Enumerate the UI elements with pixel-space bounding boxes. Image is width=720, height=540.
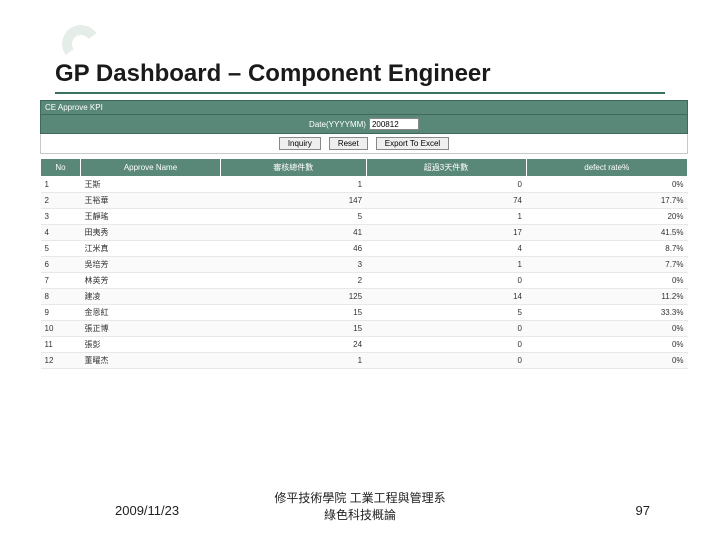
cell-total: 15: [221, 321, 367, 337]
table-row: 2王裕華1477417.7%: [41, 193, 688, 209]
table-row: 5江米真4648.7%: [41, 241, 688, 257]
cell-total: 24: [221, 337, 367, 353]
cell-name: 金恩紅: [81, 305, 221, 321]
table-row: 1王斯100%: [41, 177, 688, 193]
cell-total: 147: [221, 193, 367, 209]
cell-rate: 8.7%: [526, 241, 688, 257]
cell-over: 1: [366, 209, 526, 225]
cell-name: 田夷秀: [81, 225, 221, 241]
cell-no: 4: [41, 225, 81, 241]
date-label: Date(YYYYMM): [309, 120, 366, 129]
cell-over: 74: [366, 193, 526, 209]
cell-over: 0: [366, 273, 526, 289]
cell-no: 5: [41, 241, 81, 257]
footer-page: 97: [636, 503, 650, 518]
cell-no: 9: [41, 305, 81, 321]
cell-name: 張彭: [81, 337, 221, 353]
cell-over: 0: [366, 177, 526, 193]
panel-header: CE Approve KPI: [40, 100, 688, 115]
cell-rate: 33.3%: [526, 305, 688, 321]
inquiry-button[interactable]: Inquiry: [279, 137, 321, 150]
col-over: 超過3天件數: [366, 159, 526, 177]
cell-no: 8: [41, 289, 81, 305]
cell-no: 2: [41, 193, 81, 209]
cell-over: 14: [366, 289, 526, 305]
cell-rate: 17.7%: [526, 193, 688, 209]
cell-rate: 20%: [526, 209, 688, 225]
cell-no: 1: [41, 177, 81, 193]
cell-no: 3: [41, 209, 81, 225]
table-row: 12董曜杰100%: [41, 353, 688, 369]
cell-rate: 7.7%: [526, 257, 688, 273]
cell-no: 11: [41, 337, 81, 353]
footer-center: 修平技術學院 工業工程與管理系 綠色科技概論: [274, 489, 445, 523]
cell-rate: 0%: [526, 273, 688, 289]
table-row: 6吳培芳317.7%: [41, 257, 688, 273]
table-row: 9金恩紅15533.3%: [41, 305, 688, 321]
cell-total: 2: [221, 273, 367, 289]
cell-total: 46: [221, 241, 367, 257]
col-no: No: [41, 159, 81, 177]
cell-no: 7: [41, 273, 81, 289]
table-row: 10張正博1500%: [41, 321, 688, 337]
cell-rate: 0%: [526, 337, 688, 353]
cell-rate: 0%: [526, 353, 688, 369]
col-rate: defect rate%: [526, 159, 688, 177]
cell-total: 1: [221, 353, 367, 369]
footer-line2: 綠色科技概論: [324, 508, 396, 522]
col-total: 審核總件數: [221, 159, 367, 177]
date-input[interactable]: [369, 118, 419, 130]
table-row: 11張彭2400%: [41, 337, 688, 353]
cell-name: 林英芳: [81, 273, 221, 289]
table-row: 4田夷秀411741.5%: [41, 225, 688, 241]
table-row: 8建凌1251411.2%: [41, 289, 688, 305]
reset-button[interactable]: Reset: [329, 137, 368, 150]
cell-over: 4: [366, 241, 526, 257]
cell-name: 江米真: [81, 241, 221, 257]
cell-name: 王裕華: [81, 193, 221, 209]
table-row: 7林英芳200%: [41, 273, 688, 289]
kpi-panel: CE Approve KPI Date(YYYYMM) Inquiry Rese…: [40, 100, 688, 369]
cell-no: 10: [41, 321, 81, 337]
page-title: GP Dashboard – Component Engineer: [55, 60, 665, 94]
cell-over: 1: [366, 257, 526, 273]
footer-date: 2009/11/23: [115, 503, 179, 518]
cell-rate: 0%: [526, 177, 688, 193]
cell-name: 吳培芳: [81, 257, 221, 273]
cell-name: 王靜瑤: [81, 209, 221, 225]
cell-name: 張正博: [81, 321, 221, 337]
cell-rate: 11.2%: [526, 289, 688, 305]
cell-over: 0: [366, 337, 526, 353]
cell-name: 王斯: [81, 177, 221, 193]
cell-no: 12: [41, 353, 81, 369]
cell-name: 董曜杰: [81, 353, 221, 369]
cell-over: 0: [366, 321, 526, 337]
cell-over: 5: [366, 305, 526, 321]
footer-line1: 修平技術學院 工業工程與管理系: [274, 491, 445, 505]
col-name: Approve Name: [81, 159, 221, 177]
table-row: 3王靜瑤5120%: [41, 209, 688, 225]
cell-total: 41: [221, 225, 367, 241]
cell-name: 建凌: [81, 289, 221, 305]
export-button[interactable]: Export To Excel: [376, 137, 449, 150]
cell-total: 1: [221, 177, 367, 193]
table-header-row: No Approve Name 審核總件數 超過3天件數 defect rate…: [41, 159, 688, 177]
cell-total: 5: [221, 209, 367, 225]
cell-total: 3: [221, 257, 367, 273]
cell-total: 15: [221, 305, 367, 321]
cell-rate: 0%: [526, 321, 688, 337]
cell-rate: 41.5%: [526, 225, 688, 241]
cell-no: 6: [41, 257, 81, 273]
button-row: Inquiry Reset Export To Excel: [40, 134, 688, 154]
date-filter-row: Date(YYYYMM): [40, 115, 688, 134]
cell-over: 17: [366, 225, 526, 241]
cell-total: 125: [221, 289, 367, 305]
cell-over: 0: [366, 353, 526, 369]
kpi-table: No Approve Name 審核總件數 超過3天件數 defect rate…: [40, 158, 688, 369]
